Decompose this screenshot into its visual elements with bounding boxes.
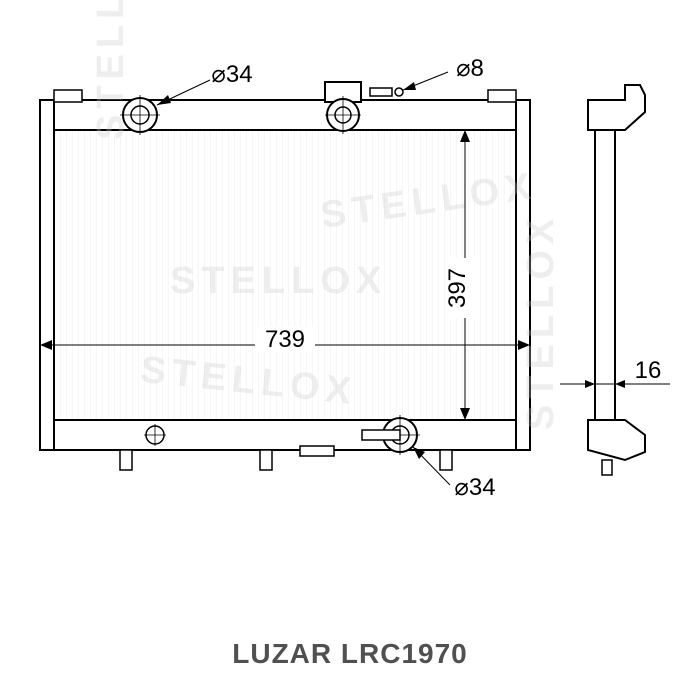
width-value: 739: [265, 326, 305, 353]
height-value: 397: [444, 268, 471, 308]
top-left-bracket: [54, 90, 82, 102]
outlet-dia: ⌀34: [454, 474, 495, 501]
fitting-dia: ⌀8: [456, 55, 484, 82]
dim-outlet: ⌀34: [413, 447, 496, 501]
top-right-bracket: [488, 90, 516, 102]
dim-fitting: ⌀8: [403, 55, 484, 90]
technical-drawing: 739 397 16 ⌀34: [0, 0, 700, 700]
side-view: [588, 85, 645, 475]
inlet-dia: ⌀34: [211, 61, 252, 88]
filler-cap: [325, 82, 361, 134]
part-number: LRC1970: [341, 638, 468, 669]
brand-label: LUZAR: [232, 638, 332, 669]
caption: LUZAR LRC1970: [232, 638, 468, 670]
dim-inlet: ⌀34: [157, 61, 253, 105]
thickness-value: 16: [635, 357, 662, 384]
small-fitting: [370, 88, 403, 96]
